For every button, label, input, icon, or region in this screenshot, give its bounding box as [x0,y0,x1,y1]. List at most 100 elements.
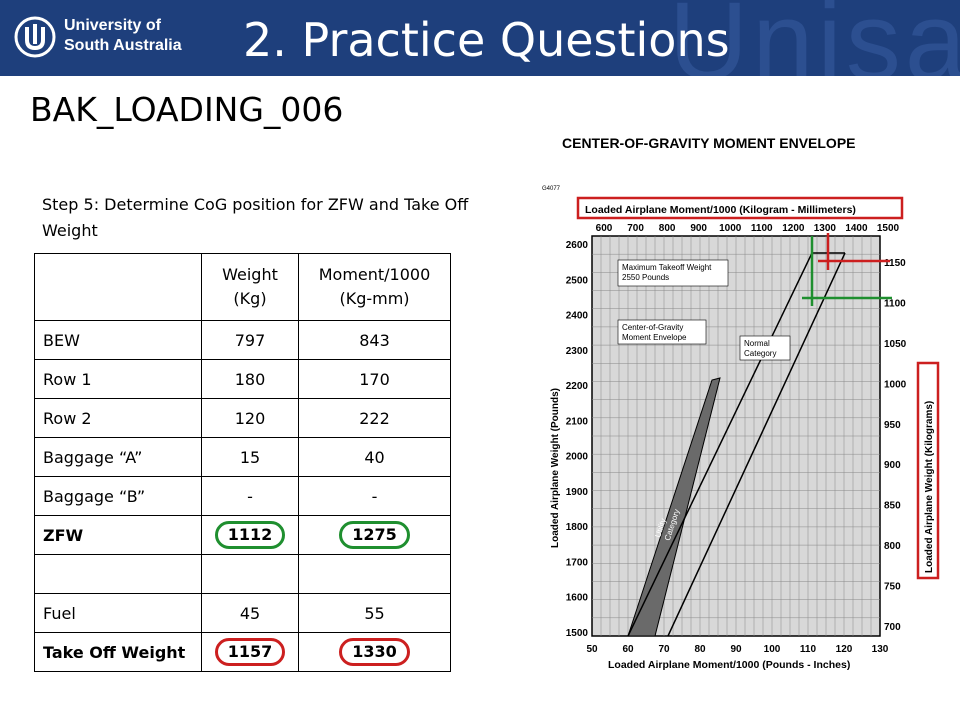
left-tick-label: 1700 [566,557,589,568]
table-row: BEW 797 843 [34,320,451,360]
right-tick-label: 850 [884,501,901,512]
header-cell-moment: Moment/1000 (Kg-mm) [298,253,451,321]
right-ticks: 1150 1100 1050 1000 950 900 850 800 750 700 [884,258,907,633]
table-row: Baggage “A” 15 40 [34,437,451,477]
row-weight: 797 [201,320,299,360]
row-moment: 1330 [298,632,451,672]
cg-moment-envelope-chart: CENTER-OF-GRAVITY MOMENT ENVELOPE G4077 … [542,135,940,671]
top-tick-label: 1000 [719,223,742,234]
row-weight: 1157 [201,632,299,672]
takeoff-weight-circle: 1157 [214,638,286,666]
table-row: Row 1 180 170 [34,359,451,399]
chart-figure-code: G4077 [542,186,561,192]
row-weight: 45 [201,593,299,633]
max-takeoff-label-bg [617,259,729,287]
table-header-row: Weight (Kg) Moment/1000 (Kg-mm) [34,253,451,321]
left-tick-label: 2200 [566,381,589,392]
row-moment: 843 [298,320,451,360]
left-tick-label: 1800 [566,522,589,533]
top-tick-label: 600 [596,223,613,234]
row-label: Take Off Weight [34,632,202,672]
left-tick-label: 2000 [566,452,589,463]
university-logo-icon [14,16,56,58]
left-tick-label: 2400 [566,311,589,322]
bottom-tick-label: 130 [872,644,889,655]
university-name: University of South Australia [64,16,182,56]
right-tick-label: 900 [884,460,901,471]
top-axis-label: Loaded Airplane Moment/1000 (Kilogram - … [585,204,856,216]
cg-envelope-annotation: Center-of-Gravity Moment Envelope [622,323,687,342]
row-weight: 15 [201,437,299,477]
row-moment: 55 [298,593,451,633]
row-label: ZFW [34,515,202,555]
table-row: Fuel 45 55 [34,593,451,633]
university-line2: South Australia [64,37,182,54]
row-moment: 40 [298,437,451,477]
top-tick-label: 1200 [782,223,805,234]
weight-moment-table: Weight (Kg) Moment/1000 (Kg-mm) BEW 797 … [34,253,451,672]
top-ticks: 600 700 800 900 1000 1100 1200 1300 1400 1500 [596,223,900,234]
right-tick-label: 800 [884,541,901,552]
top-tick-label: 1400 [845,223,868,234]
left-tick-label: 1600 [566,593,589,604]
table-row-zfw: ZFW 1112 1275 [34,515,451,555]
row-moment: 170 [298,359,451,399]
right-tick-label: 750 [884,582,901,593]
right-tick-label: 950 [884,420,901,431]
right-tick-label: 700 [884,622,901,633]
table-row: Baggage “B” - - [34,476,451,516]
question-id: BAK_LOADING_006 [30,90,344,129]
table-row-takeoff: Take Off Weight 1157 1330 [34,632,451,672]
normal-category-annotation: Normal Category [744,339,776,358]
row-label: Baggage “B” [34,476,202,516]
header-cell-weight: Weight (Kg) [201,253,299,321]
table-row: Row 2 120 222 [34,398,451,438]
bottom-axis-label: Loaded Airplane Moment/1000 (Pounds - In… [608,659,850,671]
left-tick-label: 1900 [566,487,589,498]
top-tick-label: 1100 [751,223,773,234]
left-tick-label: 1500 [566,628,589,639]
row-label: BEW [34,320,202,360]
left-tick-label: 2300 [566,346,589,357]
row-label [34,554,202,594]
bottom-ticks: 50 60 70 80 90 100 110 120 130 [586,644,888,655]
bottom-tick-label: 120 [836,644,853,655]
left-tick-label: 2600 [566,240,589,251]
row-weight: 120 [201,398,299,438]
row-weight: 180 [201,359,299,399]
normal-category-left-boundary [627,252,813,637]
right-tick-label: 1050 [884,339,907,350]
left-ticks: 2600 2500 2400 2300 2200 2100 2000 1900 1800 1700… [566,240,589,639]
bottom-tick-label: 110 [800,644,817,655]
left-tick-label: 2500 [566,275,589,286]
row-moment: - [298,476,451,516]
cg-envelope-label-bg [617,319,707,345]
bottom-tick-label: 90 [730,644,742,655]
top-tick-label: 900 [690,223,707,234]
left-axis-label: Loaded Airplane Weight (Pounds) [550,388,561,548]
top-tick-label: 1300 [814,223,837,234]
row-label: Fuel [34,593,202,633]
utility-category-envelope [627,377,721,637]
chart-title: CENTER-OF-GRAVITY MOMENT ENVELOPE [562,135,856,151]
top-axis-label-box [576,196,904,220]
step-instruction: Step 5: Determine CoG position for ZFW a… [42,195,469,240]
header-cell-label [34,253,202,321]
row-weight [201,554,299,594]
university-line1: University of [64,17,161,34]
row-moment [298,554,451,594]
right-tick-label: 1000 [884,379,907,390]
row-moment: 222 [298,398,451,438]
row-moment: 1275 [298,515,451,555]
zfw-weight-circle: 1112 [214,521,286,549]
bottom-tick-label: 70 [658,644,670,655]
table-row-empty [34,554,451,594]
header-bar: Unisa University of South Australia 2. P… [0,0,960,76]
top-tick-label: 800 [659,223,676,234]
zfw-moment-circle: 1275 [339,521,410,549]
row-label: Row 2 [34,398,202,438]
max-takeoff-annotation: Maximum Takeoff Weight 2550 Pounds [622,263,712,282]
row-weight: 1112 [201,515,299,555]
normal-label-bg [739,335,791,361]
normal-category-right-boundary [667,252,846,637]
